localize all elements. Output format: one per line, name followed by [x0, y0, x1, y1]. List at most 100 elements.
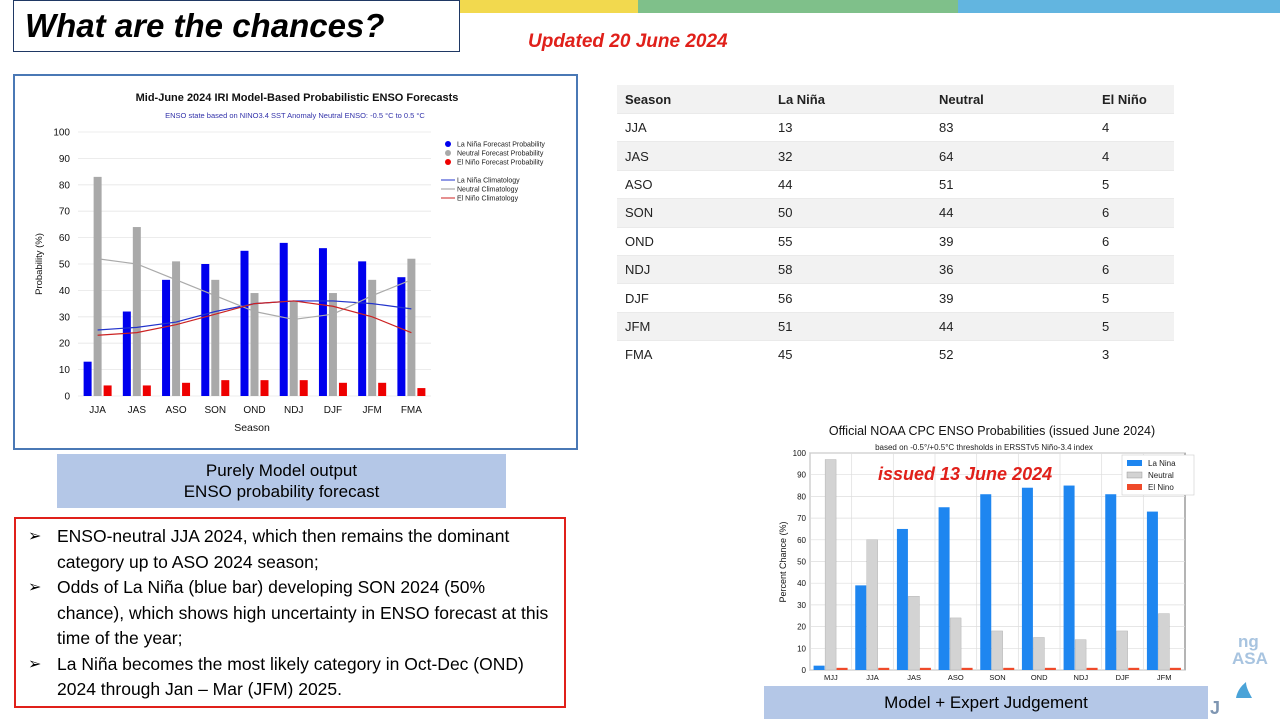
noaa-bar-elnino — [1086, 667, 1098, 670]
updated-date: Updated 20 June 2024 — [528, 31, 728, 52]
expert-judgement-caption: Model + Expert Judgement — [764, 686, 1208, 719]
iri-bar-neutral — [328, 293, 337, 396]
table-row: JFM 51 44 5 — [617, 311, 1174, 341]
table-header-neutral: Neutral — [931, 85, 1094, 114]
noaa-bar-neutral — [824, 459, 837, 671]
iri-bar-elnino — [378, 382, 387, 396]
iri-legend-elnino-clim: El Niño Climatology — [457, 196, 519, 203]
iri-bar-elnino — [182, 382, 191, 396]
table-row: SON 50 44 6 — [617, 198, 1174, 228]
iri-y-tick-label: 80 — [59, 180, 71, 191]
noaa-x-tick-label: JFM — [1157, 673, 1172, 682]
iri-bar-elnino — [260, 380, 269, 396]
table-row: DJF 56 39 5 — [617, 283, 1174, 313]
arrow-bullet-icon: ➢ — [28, 579, 42, 596]
noaa-bar-lanina — [980, 494, 992, 670]
iri-chart-subtitle: ENSO state based on NINO3.4 SST Anomaly … — [165, 111, 425, 120]
iri-neutral-climatology-line — [97, 258, 412, 321]
table-header-row: Season La Niña Neutral El Niño — [617, 85, 1174, 114]
iri-y-tick-label: 40 — [59, 286, 71, 297]
noaa-bar-lanina — [938, 507, 950, 670]
table-header-season: Season — [617, 85, 770, 114]
topbar-segment-2 — [638, 0, 958, 13]
table-cell: SON — [617, 198, 770, 228]
table-cell: 36 — [931, 254, 1094, 284]
table-cell: JJA — [617, 112, 770, 142]
arrow-bullet-icon: ➢ — [28, 655, 42, 673]
iri-bar-neutral — [132, 227, 141, 396]
table-cell: 50 — [770, 198, 931, 228]
table-cell: 6 — [1094, 254, 1174, 284]
table-header-elnino: El Niño — [1094, 85, 1174, 114]
noaa-x-tick-label: SON — [989, 673, 1005, 682]
noaa-x-tick-label: OND — [1031, 673, 1048, 682]
iri-legend-neutral: Neutral Forecast Probability — [457, 151, 544, 158]
model-output-caption-line1: Purely Model output — [205, 461, 358, 480]
iri-legend-lanina-marker — [445, 141, 451, 147]
bullet-item: ➢ La Niña becomes the most likely categor… — [24, 652, 556, 703]
topbar-segment-1 — [460, 0, 638, 13]
noaa-bar-elnino — [1169, 667, 1181, 670]
iri-bar-neutral — [93, 176, 102, 396]
iri-bar-lanina — [201, 264, 210, 396]
slide-title: What are the chances? — [25, 7, 385, 44]
iri-bar-neutral — [172, 261, 181, 396]
table-cell: ASO — [617, 169, 770, 199]
iri-x-tick-label: OND — [243, 405, 265, 416]
noaa-y-tick-label: 30 — [797, 601, 806, 610]
iri-y-tick-label: 100 — [53, 128, 70, 139]
noaa-bar-elnino — [1003, 667, 1015, 670]
iri-bar-lanina — [162, 279, 171, 396]
noaa-bar-elnino — [919, 667, 931, 670]
noaa-legend-neutral: Neutral — [1148, 471, 1174, 480]
noaa-bar-neutral — [1158, 613, 1170, 671]
noaa-legend-elnino-swatch — [1127, 484, 1142, 490]
noaa-y-tick-label: 70 — [797, 514, 806, 523]
table-cell: 55 — [770, 226, 931, 256]
iri-bar-elnino — [299, 380, 308, 396]
table-cell: 44 — [931, 311, 1094, 341]
iri-x-tick-label: FMA — [401, 405, 422, 416]
iri-bar-neutral — [250, 293, 259, 396]
iri-x-tick-label: DJF — [324, 405, 342, 416]
noaa-x-tick-label: NDJ — [1074, 673, 1089, 682]
iri-legend: La Niña Forecast Probability Neutral For… — [441, 141, 545, 203]
iri-x-tick-label: JAS — [128, 405, 147, 416]
noaa-bar-elnino — [961, 667, 973, 670]
summary-bullets: ➢ ENSO-neutral JJA 2024, which then remai… — [14, 517, 566, 708]
noaa-y-tick-label: 10 — [797, 644, 806, 653]
table-header-lanina: La Niña — [770, 85, 931, 114]
iri-legend-lanina-clim: La Niña Climatology — [457, 178, 520, 185]
noaa-y-tick-label: 80 — [797, 492, 806, 501]
iri-elnino-climatology-line — [97, 300, 412, 336]
noaa-legend-lanina-swatch — [1127, 460, 1142, 466]
noaa-y-tick-label: 100 — [793, 449, 807, 458]
iri-bar-lanina — [397, 277, 406, 396]
noaa-bar-neutral — [1074, 639, 1087, 671]
iri-legend-neutral-clim: Neutral Climatology — [457, 187, 519, 194]
logo-fragment: ng — [1238, 632, 1259, 651]
noaa-chart: Official NOAA CPC ENSO Probabilities (is… — [778, 424, 1195, 695]
noaa-chart-title: Official NOAA CPC ENSO Probabilities (is… — [829, 424, 1155, 438]
noaa-y-tick-label: 90 — [797, 471, 806, 480]
noaa-chart-container: Official NOAA CPC ENSO Probabilities (is… — [770, 415, 1200, 695]
iri-bar-lanina — [240, 250, 249, 396]
noaa-bar-lanina — [896, 528, 908, 670]
iri-legend-elnino: El Niño Forecast Probability — [457, 160, 544, 167]
probability-table: Season La Niña Neutral El Niño JJA 13 83 4 … — [617, 85, 1174, 369]
iri-x-tick-label: JFM — [362, 405, 381, 416]
noaa-bar-elnino — [836, 667, 848, 670]
iri-bar-neutral — [407, 258, 416, 396]
iri-y-tick-label: 70 — [59, 207, 71, 218]
noaa-legend-elnino: El Nino — [1148, 483, 1174, 492]
bullet-item: ➢ Odds of La Niña (blue bar) developing S… — [24, 575, 556, 652]
iri-legend-elnino-marker — [445, 159, 451, 165]
noaa-bar-lanina — [1021, 487, 1033, 670]
iri-y-axis-label: Probability (%) — [34, 233, 45, 295]
topbar-segment-3 — [958, 0, 1280, 13]
iri-bar-elnino — [338, 382, 347, 396]
noaa-bar-lanina — [1105, 494, 1117, 670]
table-cell: 39 — [931, 226, 1094, 256]
table-cell: 56 — [770, 283, 931, 313]
noaa-bar-neutral — [1033, 637, 1045, 671]
